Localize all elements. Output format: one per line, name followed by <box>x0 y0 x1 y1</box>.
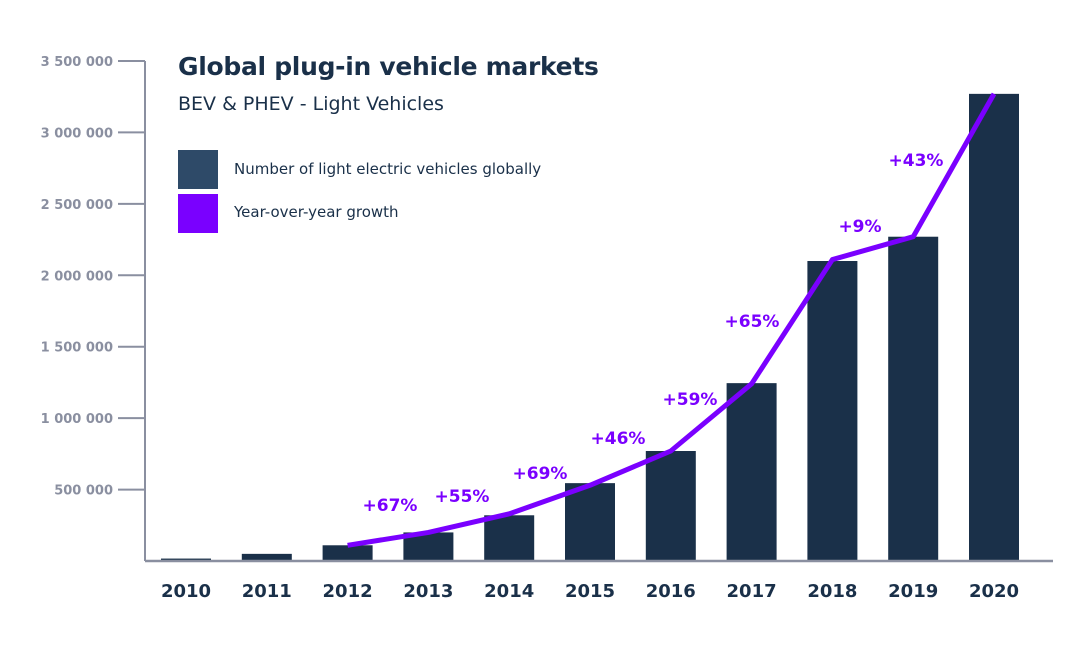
x-tick-label: 2013 <box>403 581 453 602</box>
bar-2016 <box>645 451 696 561</box>
bar-2012 <box>322 545 373 561</box>
growth-line <box>347 92 997 548</box>
x-tick-label: 2011 <box>242 581 292 602</box>
growth-label-2014: +55% <box>435 487 490 507</box>
growth-label-2020: +43% <box>889 151 944 171</box>
x-tick-label: 2020 <box>969 581 1019 602</box>
x-tick-label: 2019 <box>888 581 938 602</box>
x-tick-label: 2014 <box>484 581 534 602</box>
bar-2014 <box>484 515 535 561</box>
y-tick-label: 1 500 000 <box>41 341 113 356</box>
chart-title: Global plug-in vehicle markets <box>178 52 599 81</box>
y-tick-label: 500 000 <box>54 484 113 499</box>
x-tick-label: 2018 <box>807 581 857 602</box>
x-tick-label: 2012 <box>323 581 373 602</box>
y-tick-label: 2 500 000 <box>41 198 113 213</box>
x-tick-label: 2016 <box>646 581 696 602</box>
legend-label-line: Year-over-year growth <box>234 203 399 221</box>
legend-label-bars: Number of light electric vehicles global… <box>234 160 542 178</box>
legend-swatch-line <box>178 194 218 233</box>
growth-label-2018: +65% <box>725 312 780 332</box>
growth-label-2015: +69% <box>513 464 568 484</box>
bar-2020 <box>969 93 1019 561</box>
growth-label-2016: +46% <box>591 429 646 449</box>
bar-2017 <box>726 383 777 561</box>
x-tick-label: 2017 <box>727 581 777 602</box>
y-tick-label: 3 500 000 <box>41 55 113 70</box>
x-tick-label: 2015 <box>565 581 615 602</box>
x-tick-label: 2010 <box>161 581 211 602</box>
bar-2018 <box>807 261 858 561</box>
bar-2015 <box>565 483 615 561</box>
bar-2019 <box>888 236 939 561</box>
bar-2011 <box>241 553 292 561</box>
chart-subtitle: BEV & PHEV - Light Vehicles <box>178 93 444 115</box>
y-tick-label: 2 000 000 <box>41 269 113 284</box>
y-tick-label: 3 000 000 <box>41 126 113 141</box>
legend-swatch-bars <box>178 150 218 189</box>
y-tick-label: 1 000 000 <box>41 412 113 427</box>
growth-label-2013: +67% <box>363 496 418 516</box>
growth-label-2019: +9% <box>838 217 881 237</box>
growth-label-2017: +59% <box>663 390 718 410</box>
